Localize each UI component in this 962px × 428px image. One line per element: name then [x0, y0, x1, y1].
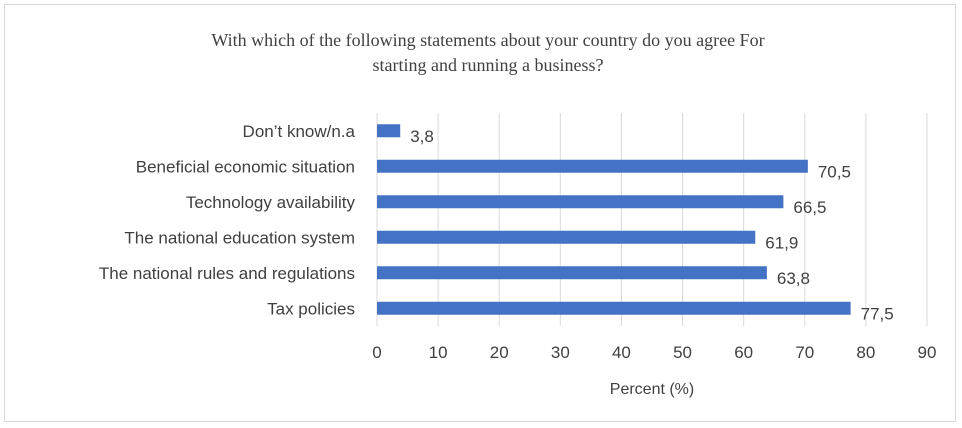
x-axis-ticks: 0 10 20 30 40 50 60 70 80 90	[372, 343, 936, 362]
x-tick-label-20: 20	[490, 343, 509, 362]
chart-title-line-1: With which of the following statements a…	[211, 30, 764, 50]
chart-title-line-2: starting and running a business?	[373, 55, 604, 75]
x-tick-label-30: 30	[551, 343, 570, 362]
bar-1	[377, 159, 808, 173]
bars	[377, 124, 851, 315]
bar-2	[377, 195, 784, 209]
x-tick-label-60: 60	[734, 343, 753, 362]
x-tick-label-0: 0	[372, 343, 381, 362]
data-label-4: 63,8	[777, 269, 810, 288]
category-label-0: Don’t know/n.a	[243, 122, 356, 141]
x-tick-label-80: 80	[856, 343, 875, 362]
data-label-3: 61,9	[765, 233, 798, 252]
bar-4	[377, 266, 767, 280]
bar-5	[377, 301, 851, 315]
x-tick-label-50: 50	[673, 343, 692, 362]
category-label-1: Beneficial economic situation	[136, 157, 355, 176]
gridlines	[376, 113, 928, 326]
chart-frame	[4, 4, 956, 422]
bar-3	[377, 230, 756, 244]
x-tick-label-70: 70	[795, 343, 814, 362]
category-label-2: Technology availability	[186, 193, 356, 212]
x-tick-label-90: 90	[918, 343, 937, 362]
chart-title: With which of the following statements a…	[211, 30, 764, 75]
data-label-5: 77,5	[861, 304, 894, 323]
data-label-0: 3,8	[410, 127, 434, 146]
data-labels: 3,8 70,5 66,5 61,9 63,8 77,5	[410, 127, 893, 324]
category-label-4: The national rules and regulations	[99, 264, 355, 283]
x-tick-label-40: 40	[612, 343, 631, 362]
category-label-3: The national education system	[124, 228, 355, 247]
bar-0	[377, 124, 401, 138]
category-labels: Don’t know/n.a Beneficial economic situat…	[99, 122, 356, 319]
data-label-1: 70,5	[818, 162, 851, 181]
category-label-5: Tax policies	[267, 299, 355, 318]
x-axis-title: Percent (%)	[610, 381, 694, 398]
data-label-2: 66,5	[793, 198, 826, 217]
x-tick-label-10: 10	[429, 343, 448, 362]
